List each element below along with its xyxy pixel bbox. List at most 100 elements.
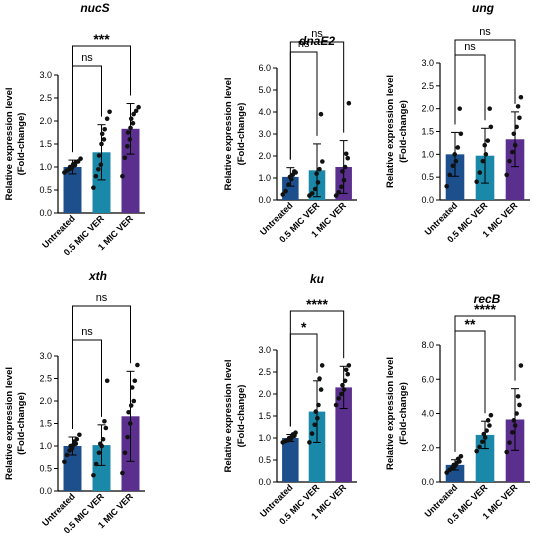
data-point <box>339 391 344 397</box>
y-tick-label: 3.0 <box>39 70 52 80</box>
data-point <box>103 425 109 431</box>
data-point <box>511 131 517 137</box>
data-point <box>104 378 110 384</box>
data-point <box>452 152 458 157</box>
data-point <box>458 131 464 137</box>
data-point <box>96 167 101 172</box>
data-point <box>320 159 325 164</box>
y-axis-label-unit: (Fold-change) <box>16 113 27 176</box>
data-point <box>312 186 318 192</box>
bar-0 <box>63 446 82 491</box>
data-point <box>136 104 141 110</box>
data-point <box>447 172 453 178</box>
significance-bracket <box>454 330 486 452</box>
data-point <box>131 111 136 117</box>
data-point <box>101 137 107 142</box>
data-point <box>318 111 324 117</box>
data-point <box>333 402 339 408</box>
y-tick-label: 0.0 <box>258 195 271 205</box>
data-point <box>455 145 461 150</box>
bar-1 <box>308 411 326 482</box>
data-point <box>477 170 483 175</box>
data-point <box>317 376 322 381</box>
y-tick-label: 1.0 <box>421 149 434 159</box>
data-point <box>515 394 521 399</box>
data-point <box>488 124 494 130</box>
y-tick-label: 1.0 <box>39 441 52 451</box>
data-point <box>345 155 351 161</box>
y-tick-label: 4.0 <box>421 409 434 419</box>
y-tick-label: 6.0 <box>421 374 434 384</box>
data-point <box>341 387 347 392</box>
data-point <box>312 422 318 428</box>
data-point <box>336 190 342 195</box>
data-point <box>125 130 131 135</box>
chart-title: recB <box>474 292 501 306</box>
data-point <box>480 158 486 164</box>
data-point <box>133 108 139 114</box>
data-point <box>122 450 128 456</box>
y-tick-label: 1.5 <box>421 127 434 137</box>
data-point <box>342 164 348 170</box>
y-axis-label-unit: (Fold-change) <box>16 392 27 455</box>
y-tick-label: 1.0 <box>258 433 271 443</box>
data-point <box>315 180 321 185</box>
chart-title: xth <box>88 269 107 283</box>
data-point <box>62 459 67 465</box>
significance-label: ns <box>81 52 93 64</box>
data-point <box>518 94 524 100</box>
bar-0 <box>282 176 299 200</box>
data-point <box>474 448 479 454</box>
data-point <box>127 137 133 142</box>
data-point <box>315 415 320 421</box>
panel-dnaE2: dnaE2 Relative expression level (Fold-chan… <box>223 28 357 245</box>
y-tick-label: 3.0 <box>421 58 434 68</box>
data-point <box>122 155 128 161</box>
data-point <box>487 106 493 111</box>
y-tick-label: 2.0 <box>39 116 52 126</box>
data-point <box>78 156 83 162</box>
y-axis-label: Relative expression level <box>223 359 234 472</box>
bar-2 <box>121 128 140 213</box>
y-axis-label-unit: (Fold-change) <box>398 382 409 445</box>
data-point <box>318 387 324 392</box>
data-point <box>317 166 322 172</box>
data-point <box>128 403 134 408</box>
data-point <box>132 378 138 384</box>
data-point <box>507 440 512 445</box>
data-point <box>517 402 522 408</box>
significance-bracket <box>289 310 345 427</box>
significance-bracket <box>454 39 516 125</box>
significance-label: *** <box>93 31 110 47</box>
data-point <box>64 452 70 458</box>
data-point <box>280 192 286 197</box>
significance-label: * <box>301 319 307 335</box>
data-point <box>341 177 347 183</box>
bar-2 <box>335 387 352 482</box>
data-point <box>510 149 515 155</box>
chart-title: dnaE2 <box>299 34 335 48</box>
data-point <box>346 363 352 368</box>
y-tick-label: 2.0 <box>421 104 434 114</box>
data-point <box>96 450 102 456</box>
bar-0 <box>445 154 465 200</box>
data-point <box>128 116 134 121</box>
data-point <box>514 411 519 416</box>
data-point <box>480 439 485 445</box>
significance-bracket <box>72 339 102 429</box>
data-point <box>93 173 99 179</box>
data-point <box>345 371 351 377</box>
data-point <box>333 193 339 198</box>
data-point <box>482 142 488 148</box>
significance-bracket <box>454 54 486 125</box>
y-tick-label: 1.5 <box>39 419 52 429</box>
data-point <box>488 412 494 418</box>
data-point <box>517 115 522 121</box>
significance-label: **** <box>474 301 496 317</box>
data-point <box>128 125 133 131</box>
data-point <box>286 182 291 187</box>
y-tick-label: 3.0 <box>39 351 52 361</box>
data-point <box>130 121 136 126</box>
significance-label: ns <box>479 26 491 38</box>
